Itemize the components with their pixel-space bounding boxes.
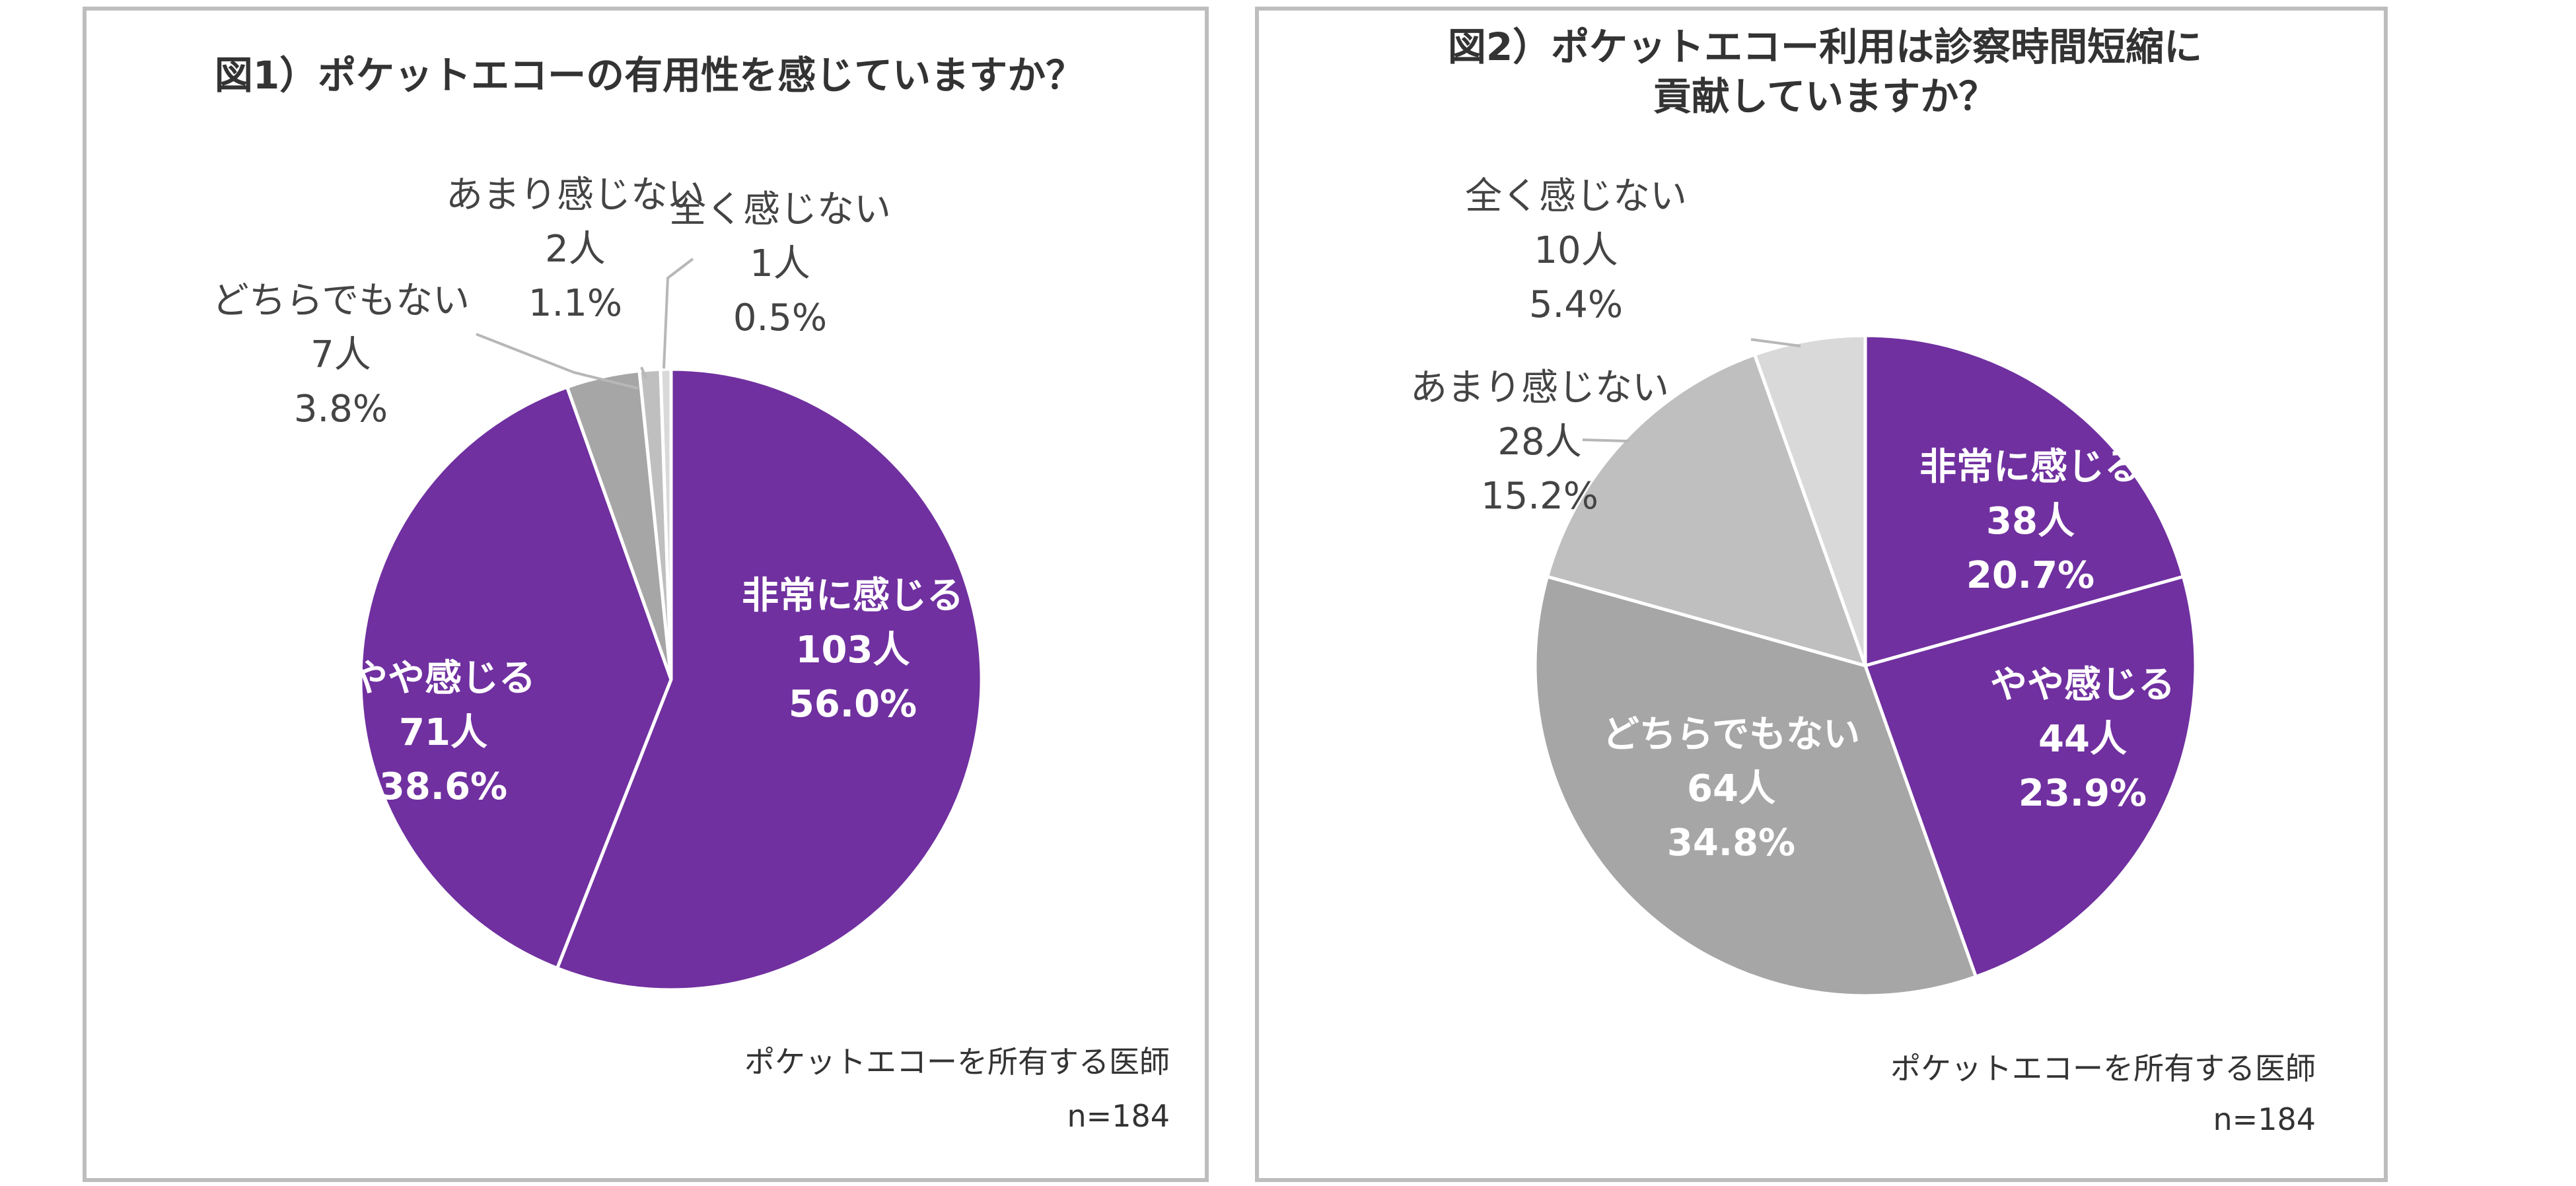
sample-note: ポケットエコーを所有する医師 <box>1890 1051 2316 1086</box>
slice-percent-label: 38.6% <box>379 765 507 808</box>
slice-category-label: あまり感じない <box>1410 366 1669 409</box>
slice-count-label: 7人 <box>310 333 371 376</box>
leader-line <box>662 258 694 369</box>
leader-line <box>476 333 639 390</box>
slice-count-label: 103人 <box>796 629 910 672</box>
leader-line <box>1582 438 1629 442</box>
chart-title: 図1）ポケットエコーの有用性を感じていますか？ <box>215 53 1084 98</box>
pie-slice <box>659 367 673 680</box>
slice-category-label: あまり感じない <box>446 174 705 217</box>
slice-percent-label: 0.5% <box>733 296 827 339</box>
slice-category-label: 全く感じない <box>669 188 891 231</box>
slice-count-label: 71人 <box>399 711 487 754</box>
slice-category-label: 全く感じない <box>1465 175 1687 218</box>
pie-slice <box>1533 575 1978 998</box>
chart-title: 図2）ポケットエコー利用は診察時間短縮に <box>1448 24 2202 69</box>
slice-percent-label: 1.1% <box>528 282 622 325</box>
pie-slice <box>1863 575 2198 979</box>
slice-count-label: 2人 <box>545 228 606 271</box>
chart-panel-1: 図1）ポケットエコーの有用性を感じていますか？ 非常に感じる 103人 56.0% やや… <box>83 7 1209 1182</box>
chart-title: 貢献していますか？ <box>1653 74 1997 119</box>
slice-percent-label: 23.9% <box>2019 772 2147 815</box>
pie-slice <box>1752 333 1867 666</box>
slice-category-label: 非常に感じる <box>742 575 964 617</box>
pie-slice <box>1863 333 2186 668</box>
slice-percent-label: 5.4% <box>1529 283 1623 326</box>
slice-percent-label: 15.2% <box>1481 475 1598 518</box>
slice-count-label: 10人 <box>1534 229 1618 272</box>
slice-category-label: やや感じる <box>351 657 536 700</box>
pie-slice <box>555 367 984 992</box>
sample-size: n=184 <box>2213 1101 2316 1137</box>
slice-percent-label: 3.8% <box>294 388 388 431</box>
slice-count-label: 44人 <box>2038 718 2127 761</box>
slice-category-label: どちらでもない <box>212 279 470 322</box>
slice-count-label: 1人 <box>750 242 810 285</box>
slice-count-label: 28人 <box>1497 421 1581 464</box>
slice-category-label: 非常に感じる <box>1919 446 2141 489</box>
slice-percent-label: 34.8% <box>1667 821 1795 864</box>
pie-chart-1: 図1）ポケットエコーの有用性を感じていますか？ 非常に感じる 103人 56.0% やや… <box>212 53 1170 1134</box>
chart-panel-2: 図2）ポケットエコー利用は診察時間短縮に 貢献していますか？ 非常に感じる 38人 20… <box>1255 7 2388 1182</box>
slice-percent-label: 20.7% <box>1966 554 2094 597</box>
slice-category-label: やや感じる <box>1990 664 2175 707</box>
leader-line <box>1750 338 1801 347</box>
slice-count-label: 64人 <box>1687 767 1775 810</box>
sample-note: ポケットエコーを所有する医師 <box>744 1044 1170 1080</box>
leader-line <box>640 366 647 379</box>
sample-size: n=184 <box>1067 1098 1170 1134</box>
slice-category-label: どちらでもない <box>1602 713 1860 756</box>
slice-percent-label: 56.0% <box>789 683 917 726</box>
slice-count-label: 38人 <box>1986 500 2075 543</box>
pie-slice <box>359 384 673 971</box>
